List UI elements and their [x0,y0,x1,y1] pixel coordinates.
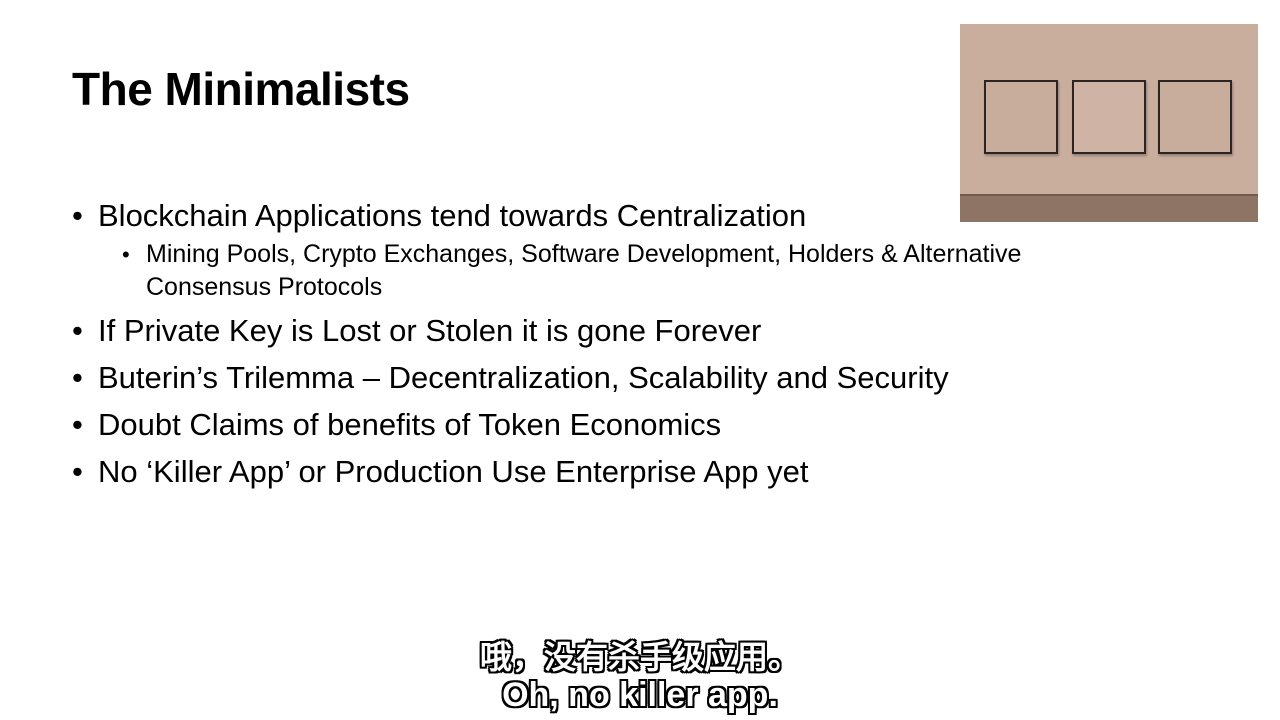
slide-title: The Minimalists [72,62,410,116]
sub-bullet-icon: • [122,238,130,271]
bullet-item: • If Private Key is Lost or Stolen it is… [72,311,1072,351]
bullet-text: Blockchain Applications tend towards Cen… [98,198,806,233]
gallery-wall-image [960,24,1258,222]
bullet-item: • Buterin’s Trilemma – Decentralization,… [72,358,1072,398]
subtitle-chinese: 哦，没有杀手级应用。 [0,632,1280,678]
empty-frame-right [1158,80,1232,154]
bullet-icon: • [72,358,83,398]
bullet-icon: • [72,405,83,445]
empty-frame-left [984,80,1058,154]
bullet-icon: • [72,452,83,492]
bullet-list: • Blockchain Applications tend towards C… [72,196,1072,499]
empty-frame-center [1072,80,1146,154]
bullet-text: If Private Key is Lost or Stolen it is g… [98,313,761,348]
bullet-icon: • [72,196,83,236]
sub-bullet-list: • Mining Pools, Crypto Exchanges, Softwa… [98,238,1072,304]
bullet-text: Doubt Claims of benefits of Token Econom… [98,407,721,442]
bullet-text: Buterin’s Trilemma – Decentralization, S… [98,360,949,395]
bullet-text: No ‘Killer App’ or Production Use Enterp… [98,454,809,489]
subtitle-english: Oh, no killer app. [0,676,1280,715]
sub-bullet-text: Mining Pools, Crypto Exchanges, Software… [146,240,1021,301]
bullet-item: • No ‘Killer App’ or Production Use Ente… [72,452,1072,492]
bullet-item: • Doubt Claims of benefits of Token Econ… [72,405,1072,445]
bullet-item: • Blockchain Applications tend towards C… [72,196,1072,304]
sub-bullet-item: • Mining Pools, Crypto Exchanges, Softwa… [98,238,1026,304]
bullet-icon: • [72,311,83,351]
